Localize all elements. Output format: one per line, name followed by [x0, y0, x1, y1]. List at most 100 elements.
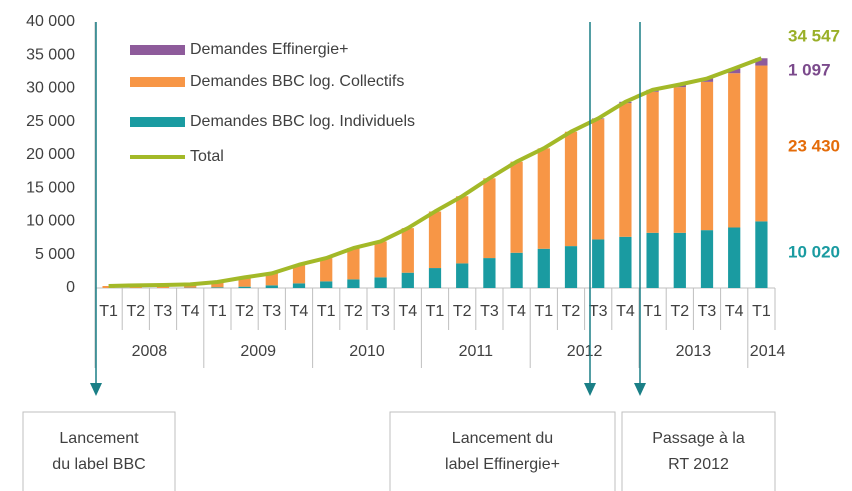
bar	[728, 73, 741, 228]
arrow-head	[634, 383, 646, 396]
y-tick-label: 35 000	[26, 46, 75, 63]
group-label: 2011	[459, 343, 494, 360]
x-tick-label: T4	[290, 303, 309, 320]
legend-label: Demandes Effinergie+	[190, 41, 348, 58]
bar	[265, 285, 278, 288]
bar	[755, 221, 768, 288]
annotation-box	[389, 411, 616, 491]
bar	[483, 258, 496, 288]
x-tick-label: T4	[725, 303, 744, 320]
annotation-text: Lancement	[59, 430, 139, 447]
bar	[292, 264, 306, 284]
bar	[456, 263, 469, 288]
x-tick-label: T2	[562, 303, 581, 320]
bar	[265, 273, 278, 286]
x-tick-label: T2	[126, 303, 145, 320]
bar	[592, 239, 605, 288]
bar	[728, 68, 741, 74]
legend-swatch	[130, 77, 185, 87]
bar	[292, 283, 306, 288]
group-label: 2014	[750, 343, 786, 360]
annotation-text: Lancement du	[452, 430, 553, 447]
bar	[592, 119, 605, 240]
bar	[347, 279, 360, 288]
x-tick-label: T1	[99, 303, 118, 320]
bar	[646, 232, 659, 288]
legend-swatch	[130, 117, 185, 127]
y-tick-label: 25 000	[26, 113, 75, 130]
y-tick-label: 40 000	[26, 13, 75, 30]
bar	[673, 232, 686, 288]
x-tick-label: T4	[181, 303, 200, 320]
bar	[238, 286, 251, 288]
value-label: 10 020	[788, 242, 840, 261]
bar	[510, 252, 523, 288]
bar	[456, 196, 469, 264]
bar	[428, 268, 442, 288]
annotation-box	[621, 411, 776, 491]
annotation-text: Passage à la	[652, 430, 745, 447]
y-tick-label: 5 000	[35, 246, 75, 263]
annotation-text: du label BBC	[52, 456, 145, 473]
bar	[428, 211, 442, 269]
x-tick-label: T1	[643, 303, 662, 320]
annotation-text: RT 2012	[668, 456, 729, 473]
x-tick-label: T3	[698, 303, 717, 320]
group-label: 2012	[567, 343, 603, 360]
x-tick-label: T1	[426, 303, 445, 320]
y-tick-label: 15 000	[26, 179, 75, 196]
bar	[564, 246, 578, 288]
bar	[320, 258, 333, 282]
bar	[755, 65, 768, 222]
y-tick-label: 30 000	[26, 80, 75, 97]
x-tick-label: T3	[154, 303, 173, 320]
bar	[401, 228, 414, 273]
group-label: 2013	[676, 343, 712, 360]
y-tick-label: 20 000	[26, 146, 75, 163]
bar	[211, 282, 224, 288]
bar	[537, 248, 550, 288]
bar	[401, 272, 414, 288]
arrow-head	[584, 383, 596, 396]
bar	[700, 81, 714, 231]
x-tick-label: T2	[670, 303, 689, 320]
arrow-head	[90, 383, 102, 396]
x-tick-label: T4	[616, 303, 635, 320]
bar	[673, 87, 686, 233]
x-tick-label: T3	[589, 303, 608, 320]
x-tick-label: T4	[507, 303, 526, 320]
annotation-box	[22, 411, 176, 491]
group-label: 2008	[132, 343, 168, 360]
total-line	[108, 56, 763, 289]
value-label: 23 430	[788, 136, 840, 155]
x-tick-label: T1	[534, 303, 553, 320]
y-tick-label: 10 000	[26, 213, 75, 230]
x-tick-label: T2	[344, 303, 363, 320]
bar	[483, 178, 496, 259]
y-tick-label: 0	[66, 279, 75, 296]
value-label: 1 097	[788, 60, 831, 79]
bar	[728, 227, 741, 288]
bar	[374, 241, 387, 278]
x-tick-label: T4	[398, 303, 417, 320]
legend-label: Demandes BBC log. Collectifs	[190, 73, 404, 90]
x-tick-label: T2	[235, 303, 254, 320]
bar	[320, 281, 333, 288]
group-label: 2010	[349, 343, 385, 360]
legend-label: Demandes BBC log. Individuels	[190, 113, 415, 130]
bar	[619, 103, 632, 237]
bar	[564, 131, 578, 247]
x-tick-label: T1	[752, 303, 771, 320]
bar	[619, 236, 632, 288]
bar	[755, 58, 768, 66]
bar	[510, 161, 523, 253]
bar	[700, 230, 714, 288]
x-tick-label: T2	[453, 303, 472, 320]
bar	[646, 91, 659, 233]
group-label: 2009	[240, 343, 276, 360]
bar	[347, 248, 360, 280]
legend-swatch	[130, 45, 185, 55]
bar	[211, 287, 224, 288]
bar	[102, 286, 115, 288]
